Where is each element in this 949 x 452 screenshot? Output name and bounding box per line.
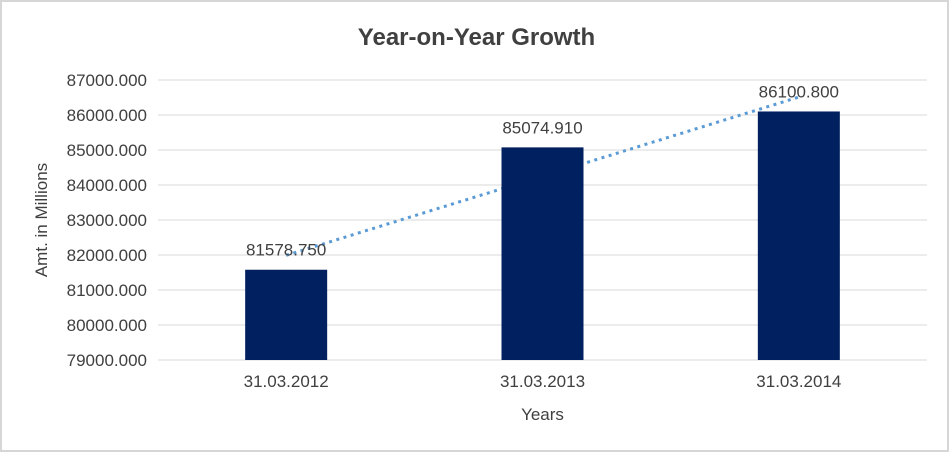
x-tick-label: 31.03.2013 xyxy=(500,372,585,391)
y-tick-label: 81000.000 xyxy=(67,281,147,300)
y-tick-label: 87000.000 xyxy=(67,71,147,90)
y-tick-label: 84000.000 xyxy=(67,176,147,195)
bar-data-label: 85074.910 xyxy=(502,118,582,137)
y-tick-label: 80000.000 xyxy=(67,316,147,335)
x-tick-label: 31.03.2012 xyxy=(244,372,329,391)
bar-data-label: 81578.750 xyxy=(246,241,326,260)
bar xyxy=(245,269,328,360)
y-tick-label: 82000.000 xyxy=(67,246,147,265)
y-tick-label: 79000.000 xyxy=(67,351,147,370)
y-tick-label: 85000.000 xyxy=(67,141,147,160)
bar-data-label: 86100.800 xyxy=(759,82,839,101)
chart-title: Year-on-Year Growth xyxy=(357,24,596,51)
bar xyxy=(501,147,584,360)
y-tick-label: 83000.000 xyxy=(67,211,147,230)
x-tick-label: 31.03.2014 xyxy=(756,372,841,391)
y-tick-label: 86000.000 xyxy=(67,106,147,125)
x-axis-title: Years xyxy=(521,405,564,424)
bar xyxy=(757,111,840,360)
